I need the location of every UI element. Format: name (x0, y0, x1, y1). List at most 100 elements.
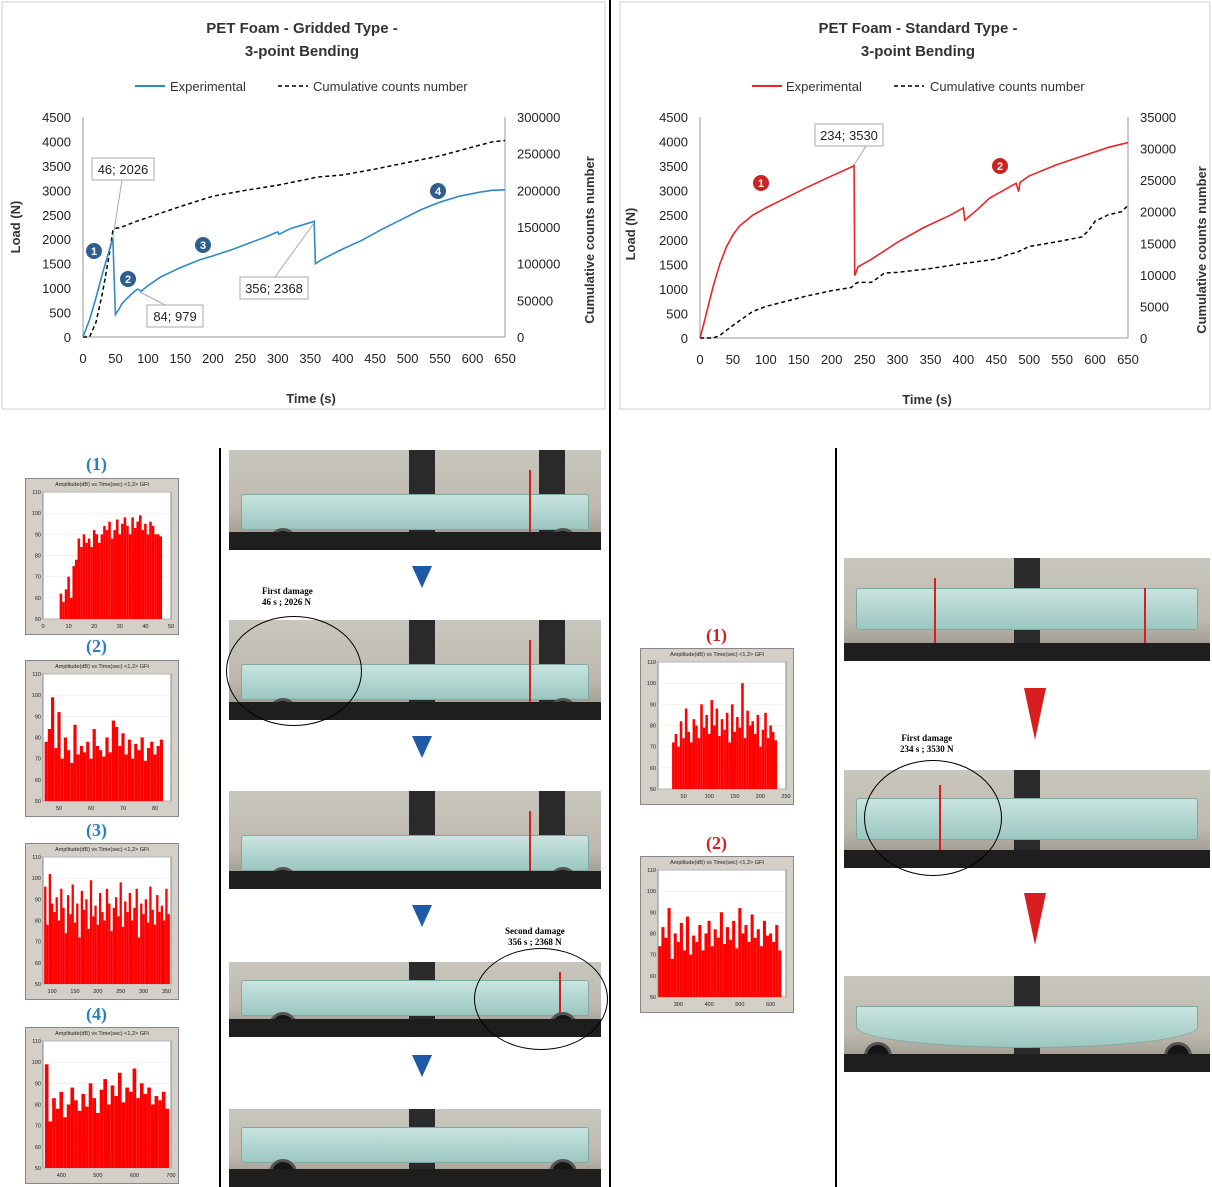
y2-axis-label: Cumulative counts number (1194, 166, 1209, 334)
histogram-bar (62, 602, 65, 619)
hist-label-left-3: (3) (86, 820, 107, 840)
y2-tick-label: 5000 (1140, 299, 1169, 314)
histogram-bar (85, 542, 88, 619)
histogram-bar (746, 710, 749, 789)
y-tick-label: 110 (32, 672, 41, 678)
histogram-bar (126, 525, 129, 619)
x-tick-label: 150 (730, 794, 739, 800)
histogram-bar (121, 926, 125, 984)
histogram-title: Amplitude(dB) vs Time(sec) <1,2> GFt (670, 652, 764, 658)
chart-frame (619, 1, 1211, 410)
hist-label-left-2: (2) (86, 636, 107, 656)
histogram-bar (754, 733, 757, 789)
svg-text:4: 4 (435, 186, 442, 198)
hist-label-left-4: (4) (86, 1004, 107, 1024)
histogram-bar (131, 517, 134, 619)
series-line-cumulative-counts (83, 139, 506, 338)
standard-load-chart: PET Foam - Standard Type - 3-point Bendi… (619, 1, 1211, 410)
histogram-bar (134, 743, 138, 801)
histogram-bar (139, 1083, 144, 1168)
histogram-bar (103, 525, 106, 619)
legend-experimental-label: Experimental (170, 79, 246, 94)
histogram-bar (707, 920, 711, 997)
x-tick-label: 0 (696, 352, 703, 367)
y-tick-label: 60 (650, 974, 656, 980)
histogram-bar (728, 742, 731, 789)
histogram-bar (53, 912, 56, 984)
histogram-bar (74, 1100, 78, 1168)
chart-title-line1: PET Foam - Standard Type - (819, 20, 1018, 37)
histogram-bar (108, 521, 111, 619)
histogram-bar (59, 1091, 64, 1168)
histogram-bar (723, 729, 726, 789)
histogram-bar (57, 712, 61, 801)
stage-marker-2: 2 (992, 158, 1008, 174)
x-axis-label: Time (s) (286, 391, 336, 406)
histogram-bar (115, 726, 119, 801)
x-tick-label: 500 (1018, 352, 1040, 367)
y2-tick-label: 25000 (1140, 173, 1176, 188)
histogram-bar (692, 935, 696, 997)
y-tick-label: 100 (32, 693, 41, 699)
x-tick-label: 30 (117, 624, 123, 630)
callout-second-point: 84; 979 (139, 291, 204, 328)
histogram-bar (85, 899, 88, 984)
histogram-bar (108, 752, 112, 801)
y-tick-label: 70 (35, 1124, 41, 1130)
x-tick-label: 200 (821, 352, 843, 367)
histogram-bar (701, 950, 705, 997)
histogram-bar (52, 1098, 56, 1168)
histogram-bar (44, 886, 47, 984)
histogram-bar (690, 742, 693, 789)
y-tick-label: 0 (64, 330, 71, 345)
histogram-bar (102, 756, 106, 801)
histogram-bar (83, 909, 86, 984)
y-tick-label: 80 (35, 736, 41, 742)
right-first-damage-label: First damage 234 s ; 3530 N (900, 733, 954, 755)
y-tick-label: 100 (647, 681, 656, 687)
y-tick-label: 500 (49, 306, 71, 321)
y-tick-label: 50 (35, 799, 41, 805)
y-tick-label: 90 (650, 910, 656, 916)
histogram-bar (59, 593, 63, 619)
y-tick-label: 90 (35, 1081, 41, 1087)
histogram-bar (89, 758, 93, 801)
y-tick-label: 50 (35, 617, 41, 623)
y-tick-label: 110 (647, 660, 656, 666)
histogram-bar (55, 1108, 60, 1168)
histogram-bar (62, 907, 65, 984)
y-tick-label: 70 (35, 757, 41, 763)
histogram-bar (141, 530, 145, 619)
histogram-bar (753, 937, 757, 997)
histogram-left-3: Amplitude(dB) vs Time(sec) <1,2> GFt 50 60… (25, 843, 179, 1000)
y-tick-label: 50 (35, 982, 41, 988)
histogram-bar (77, 538, 81, 619)
second-damage-circle (474, 948, 608, 1050)
histogram-bar (735, 948, 739, 997)
histogram-bar (771, 731, 775, 789)
photo-divider-right (835, 448, 837, 1187)
x-tick-label: 250 (234, 351, 256, 366)
histogram-bar (54, 748, 58, 801)
histogram-bar (160, 905, 163, 984)
histogram-bar (726, 927, 730, 997)
y-tick-label: 90 (35, 714, 41, 720)
histogram-bar (73, 724, 77, 801)
histogram-bar (159, 739, 163, 801)
histogram-left-2: Amplitude(dB) vs Time(sec) <1,2> GFt 50 60… (25, 660, 179, 817)
x-tick-label: 350 (920, 352, 942, 367)
histogram-bar (150, 1104, 155, 1168)
chart-title-line2: 3-point Bending (245, 43, 359, 60)
y-axis-label: Load (N) (8, 201, 23, 254)
y-tick-label: 50 (650, 995, 656, 1001)
x-tick-label: 20 (91, 624, 97, 630)
histogram-bar (140, 737, 144, 801)
histogram-bar (127, 739, 131, 801)
stage-marker-1: 1 (86, 243, 102, 259)
histogram-bar (55, 897, 58, 984)
x-tick-label: 350 (299, 351, 321, 366)
histogram-bar (139, 515, 142, 619)
histogram-bar (136, 521, 139, 619)
histogram-bar (713, 725, 716, 789)
histogram-bar (85, 1106, 89, 1168)
